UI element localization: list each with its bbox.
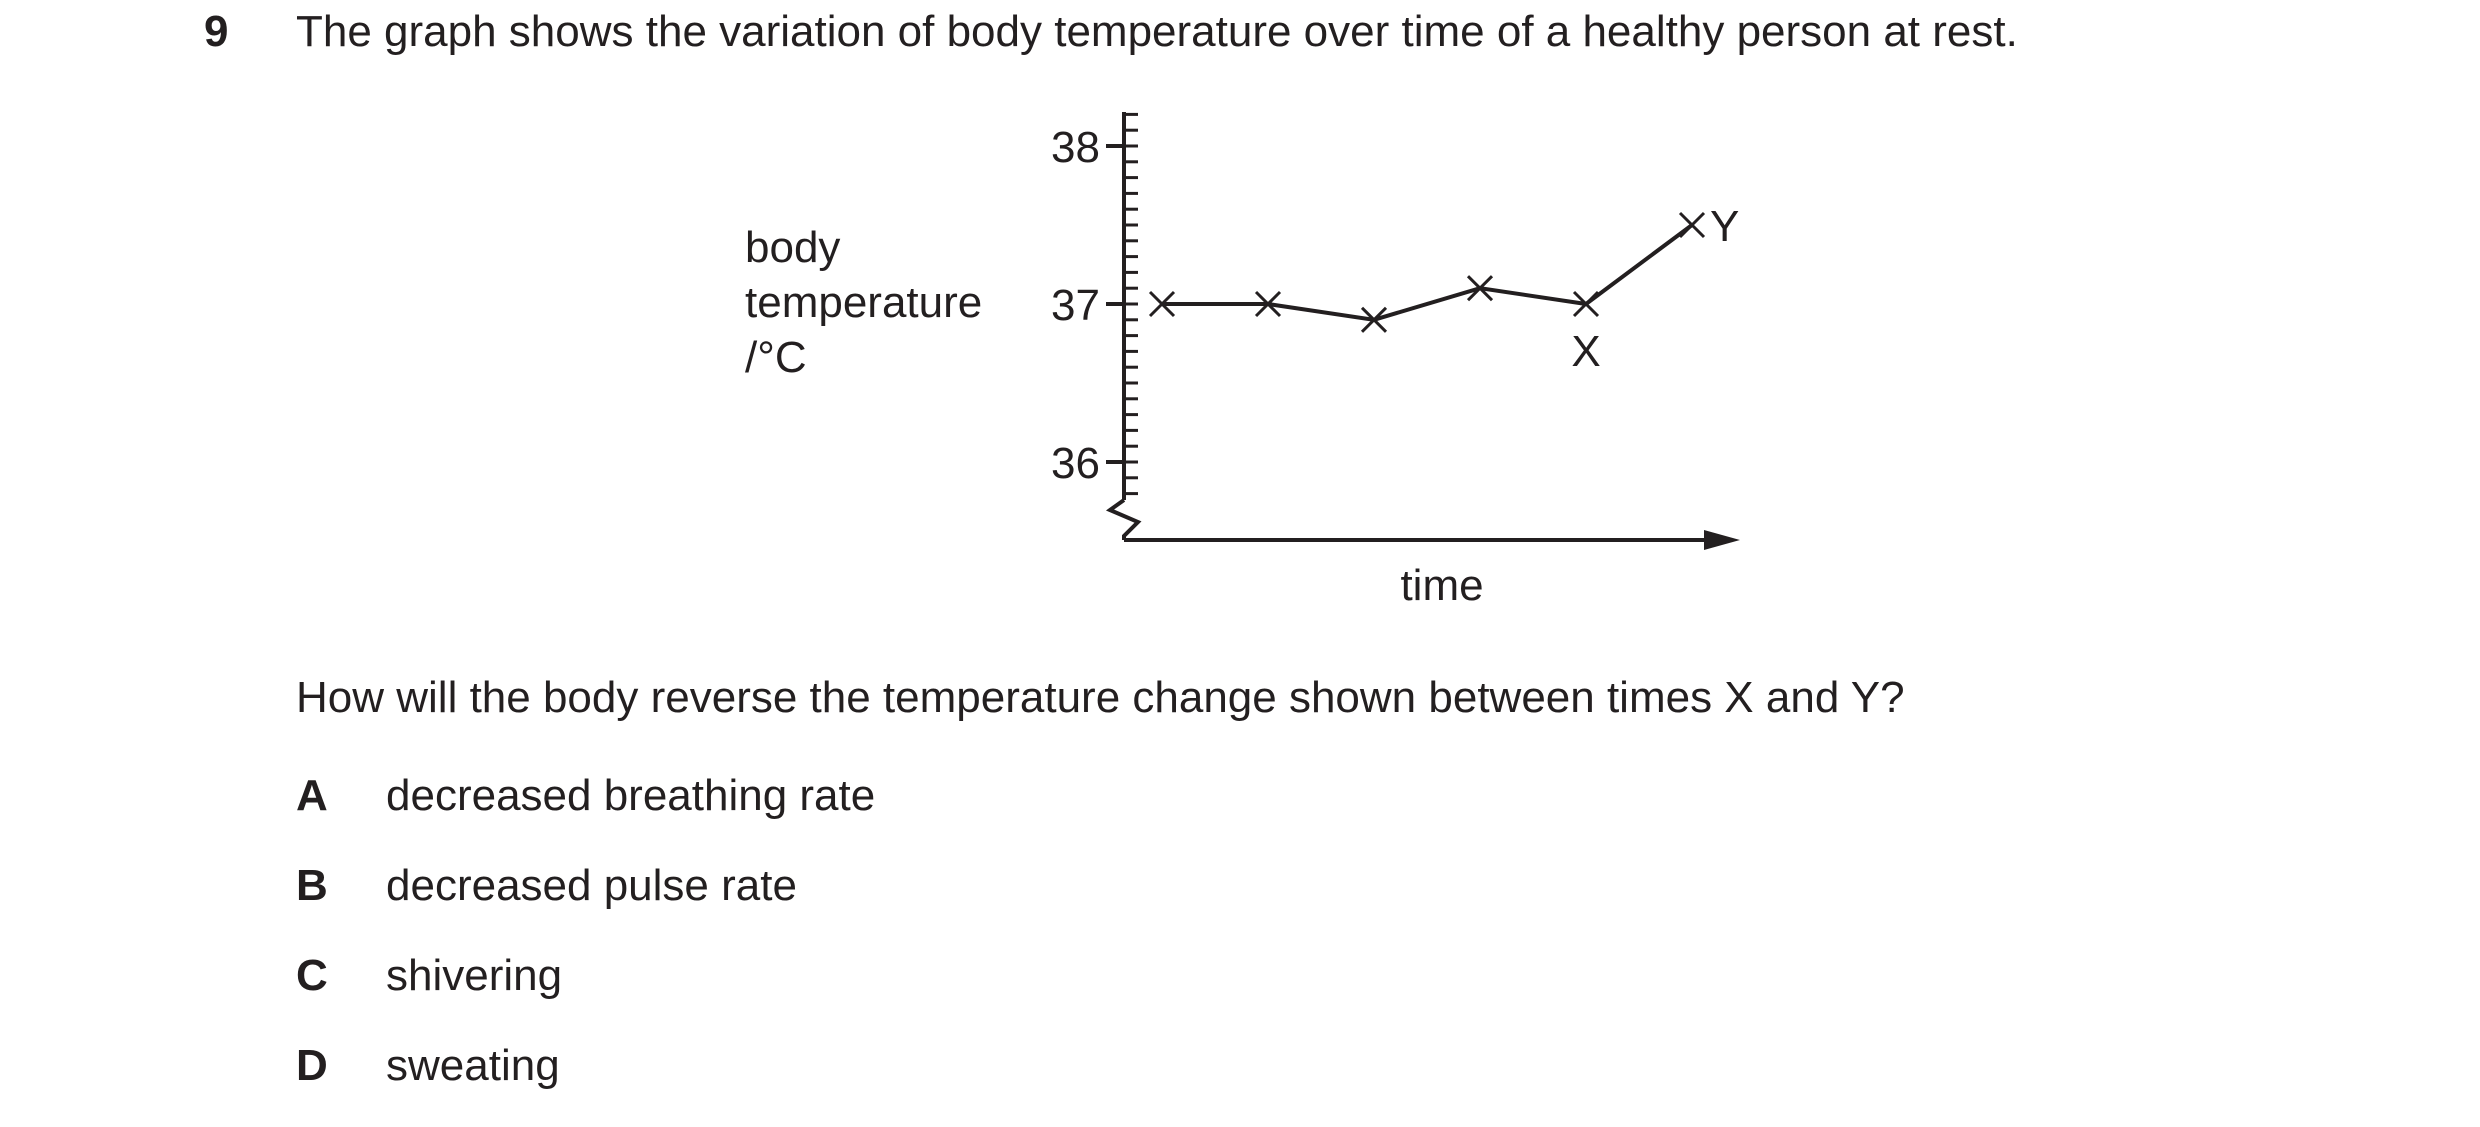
marker-stroke [1466,275,1494,302]
option-b-letter: B [296,861,328,910]
option-c-text: shivering [386,951,563,1000]
data-point-marker [1572,290,1600,318]
option-b-text: decreased pulse rate [386,861,797,910]
y-axis-label-line-1: body [745,223,841,272]
temperature-graph: 38 37 36 X Y time [1051,112,1740,610]
y-tick-label: 37 [1051,281,1100,330]
marker-stroke [1148,290,1176,318]
marker-stroke [1678,211,1706,239]
y-tick-label: 38 [1051,123,1100,172]
marker-stroke [1360,306,1388,333]
data-point-marker [1466,275,1494,302]
y-axis-label-line-2: temperature [745,278,983,327]
point-label: Y [1710,202,1739,251]
x-axis-arrowhead [1704,530,1740,550]
y-axis-label-line-3: /°C [745,333,807,382]
marker-stroke [1572,290,1600,318]
point-label: X [1571,327,1600,376]
data-point-marker [1678,211,1706,239]
question-stem: The graph shows the variation of body te… [296,7,2018,56]
data-point-marker [1254,290,1282,318]
y-axis-label: body temperature /°C [745,220,982,385]
option-a-letter: A [296,771,328,820]
marker-stroke [1254,290,1282,318]
y-axis-break [1105,498,1142,540]
data-point-marker [1148,290,1176,318]
data-point-marker [1360,306,1388,333]
x-axis-label: time [1400,561,1483,610]
option-a-text: decreased breathing rate [386,771,876,820]
option-d-text: sweating [386,1041,560,1090]
option-d-letter: D [296,1041,328,1090]
option-c-letter: C [296,951,328,1000]
question-prompt: How will the body reverse the temperatur… [296,673,1905,722]
y-tick-label: 36 [1051,439,1100,488]
question-number: 9 [204,7,229,56]
temperature-line [1162,223,1694,322]
